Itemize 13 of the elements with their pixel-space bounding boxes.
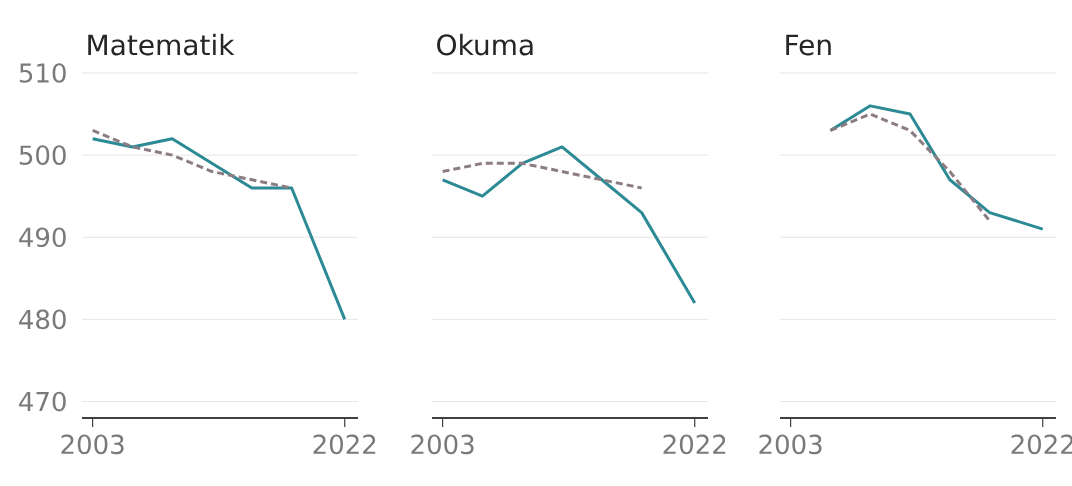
y-tick-label: 480 bbox=[19, 309, 66, 330]
chart-title: Fen bbox=[786, 34, 831, 56]
x-tick-label: 2003 bbox=[411, 434, 474, 455]
x-tick-label: 2022 bbox=[663, 434, 726, 455]
chart-title: Okuma bbox=[437, 33, 533, 56]
y-tick-label: 500 bbox=[19, 145, 66, 165]
y-tick-label: 510 bbox=[19, 63, 66, 83]
y-tick-label: 470 bbox=[19, 391, 66, 412]
chart-title: Matematik bbox=[88, 33, 235, 56]
x-tick-label: 2003 bbox=[61, 434, 124, 455]
x-tick-label: 2003 bbox=[759, 434, 822, 455]
y-tick-label: 490 bbox=[19, 227, 66, 248]
x-tick-label: 2022 bbox=[313, 434, 376, 455]
